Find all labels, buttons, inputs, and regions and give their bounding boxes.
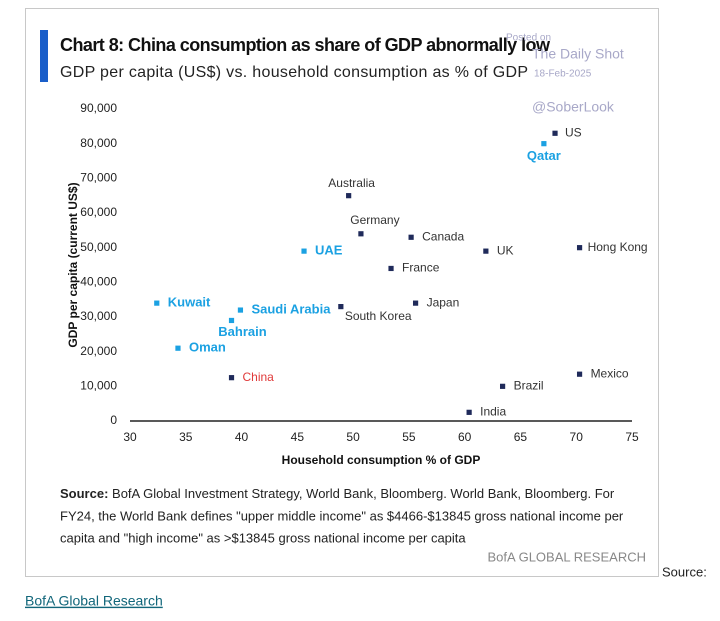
- watermark: @SoberLook: [532, 99, 615, 115]
- point: [412, 299, 419, 307]
- point: [345, 192, 353, 200]
- brand: BofA GLOBAL RESEARCH: [488, 549, 646, 564]
- trailing-source: Source:: [662, 564, 707, 579]
- y-tick-label: 20,000: [80, 344, 117, 358]
- point: [407, 233, 415, 241]
- y-tick-label: 0: [110, 413, 117, 427]
- point: [153, 299, 161, 307]
- point-label: India: [480, 405, 506, 419]
- point-label: Japan: [427, 295, 460, 309]
- point: [576, 370, 583, 378]
- x-tick-label: 30: [123, 430, 137, 444]
- point-label: Hong Kong: [588, 240, 648, 254]
- y-tick-label: 70,000: [80, 171, 117, 185]
- point-label: France: [402, 261, 440, 275]
- x-tick-label: 40: [235, 430, 249, 444]
- y-tick-label: 50,000: [80, 240, 117, 254]
- point-label: UAE: [315, 243, 343, 258]
- point: [357, 230, 365, 238]
- point: [174, 344, 182, 352]
- point-label: Saudi Arabia: [251, 302, 331, 317]
- card: [25, 8, 659, 577]
- point-label: South Korea: [345, 309, 412, 323]
- point-label: UK: [497, 243, 514, 257]
- point: [482, 247, 490, 255]
- watermark: Posted on: [506, 33, 551, 44]
- x-tick-label: 60: [458, 430, 472, 444]
- x-axis-label: Household consumption % of GDP: [282, 453, 481, 467]
- y-tick-label: 60,000: [80, 205, 117, 219]
- point-label: Mexico: [591, 366, 629, 380]
- y-axis-label: GDP per capita (current US$): [66, 182, 80, 347]
- point: [551, 129, 559, 137]
- y-tick-label: 90,000: [80, 101, 117, 115]
- point: [228, 317, 235, 324]
- x-tick-label: 75: [625, 430, 639, 444]
- point-label: Qatar: [527, 148, 561, 163]
- source-link[interactable]: BofA Global Research: [25, 593, 163, 609]
- point: [540, 140, 548, 148]
- point-label: US: [565, 125, 582, 139]
- point: [576, 244, 583, 252]
- title-bar: [40, 30, 48, 82]
- source-text: FY24, the World Bank defines "upper midd…: [60, 508, 624, 523]
- point-label: China: [243, 370, 275, 384]
- point-label: Canada: [422, 229, 464, 243]
- point-label: Germany: [350, 213, 399, 227]
- point: [300, 247, 308, 255]
- watermark: 18-Feb-2025: [534, 69, 592, 80]
- x-tick-label: 55: [402, 430, 416, 444]
- point: [499, 382, 506, 390]
- chart-subtitle: GDP per capita (US$) vs. household consu…: [60, 64, 528, 81]
- y-tick-label: 40,000: [80, 275, 117, 289]
- x-tick-label: 45: [291, 430, 305, 444]
- point: [228, 374, 235, 382]
- point-label: Bahrain: [218, 324, 266, 339]
- y-tick-label: 80,000: [80, 136, 117, 150]
- point-label: Australia: [328, 176, 375, 190]
- x-tick-label: 35: [179, 430, 193, 444]
- source-note: Source: BofA Global Investment Strategy,…: [60, 486, 615, 501]
- point-label: Brazil: [514, 379, 544, 393]
- x-tick-label: 65: [514, 430, 528, 444]
- x-tick-label: 50: [346, 430, 360, 444]
- y-tick-label: 10,000: [80, 379, 117, 393]
- point: [387, 265, 395, 272]
- point: [337, 303, 345, 311]
- x-tick-label: 70: [570, 430, 584, 444]
- chart-title: Chart 8: China consumption as share of G…: [60, 35, 551, 55]
- source-text: capita and "high income" as >$13845 gros…: [60, 530, 466, 545]
- y-tick-label: 30,000: [80, 309, 117, 323]
- watermark: The Daily Shot: [532, 46, 624, 62]
- point-label: Oman: [189, 340, 226, 355]
- point: [465, 408, 473, 416]
- point: [237, 306, 244, 314]
- point-label: Kuwait: [168, 295, 211, 310]
- source-text: BofA Global Investment Strategy, World B…: [108, 486, 614, 501]
- source-label: Source:: [60, 486, 108, 501]
